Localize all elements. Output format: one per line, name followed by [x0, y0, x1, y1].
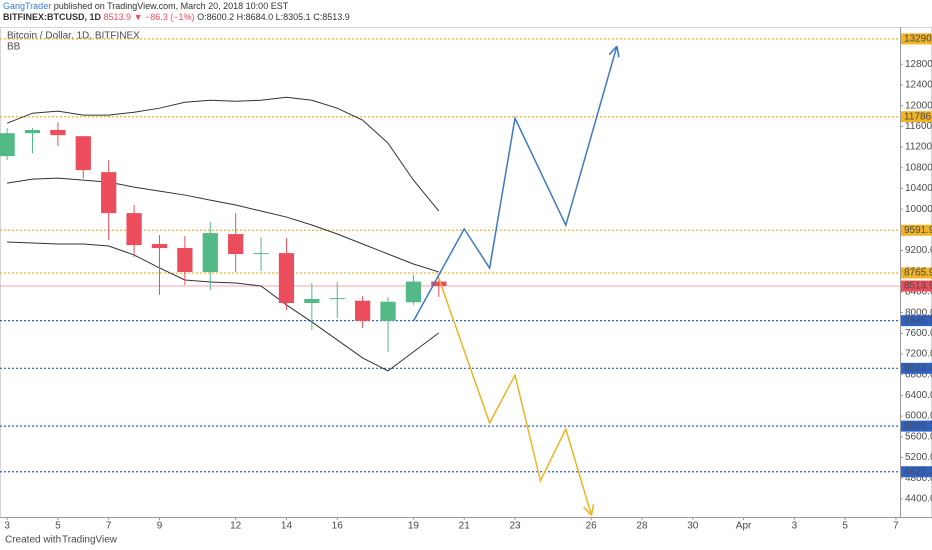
y-tick-label: 12800.0: [905, 59, 932, 70]
x-tick-label: 9: [157, 521, 163, 532]
candle-body: [329, 298, 345, 300]
level-tag: [901, 362, 932, 374]
y-tick-label: 6400.0: [905, 390, 932, 401]
y-tick-label: 12000.0: [905, 100, 932, 111]
candle-body: [50, 129, 66, 136]
x-tick-label: 12: [230, 521, 242, 532]
change: −86.3 (−1%): [145, 12, 195, 22]
level-label: 13290.2: [904, 34, 932, 45]
level-label: 11786.0: [904, 111, 932, 122]
y-tick-label: 4400.0: [905, 494, 932, 505]
candle-body: [278, 253, 295, 303]
candle-body: [151, 244, 168, 249]
x-tick-label: 14: [281, 521, 293, 532]
indicator-legend: BB: [7, 42, 21, 53]
x-tick-label: 28: [636, 521, 648, 532]
ohlc: L:8305.1: [276, 12, 311, 22]
y-tick-label: 6800.0: [905, 369, 932, 380]
candle-body: [202, 233, 218, 272]
candle-body: [101, 172, 117, 214]
candle-body: [355, 300, 371, 321]
y-tick-label: 7600.0: [905, 328, 932, 339]
x-tick-label: 30: [687, 521, 699, 532]
candle-body: [304, 298, 320, 303]
x-tick-label: 26: [586, 521, 598, 532]
y-tick-label: 8400.0: [905, 287, 932, 298]
level-label: 7845.1: [904, 315, 932, 326]
level-tag: [901, 420, 932, 432]
symbol: BITFINEX:BTCUSD, 1D: [3, 12, 102, 22]
ohlc: C:8513.9: [313, 12, 350, 22]
y-tick-label: 8000.0: [905, 307, 932, 318]
y-tick-label: 10800.0: [905, 162, 932, 173]
ohlc: H:8684.0: [237, 12, 274, 22]
x-tick-label: 3: [792, 521, 798, 532]
last: 8513.9: [104, 12, 132, 22]
x-tick-label: 7: [893, 521, 899, 532]
y-tick-label: 10000.0: [905, 204, 932, 215]
last-price-tag: [901, 280, 932, 292]
x-tick-label: 16: [332, 521, 344, 532]
x-tick-label: Apr: [736, 521, 752, 532]
level-tag: [901, 224, 932, 236]
header-line: GangTrader published on TradingView.com,…: [3, 1, 289, 11]
candle-body: [0, 133, 15, 157]
y-tick-label: 7200.0: [905, 349, 932, 360]
footer-created: Created with: [5, 535, 61, 546]
x-tick-label: 7: [106, 521, 112, 532]
footer-brand[interactable]: TradingView: [62, 535, 118, 546]
candle-body: [431, 281, 447, 287]
y-tick-label: 12400.0: [905, 80, 932, 91]
y-tick-label: 10400.0: [905, 183, 932, 194]
y-tick-label: 6000.0: [905, 411, 932, 422]
x-tick-label: 19: [408, 521, 420, 532]
candle-body: [177, 248, 193, 272]
x-tick-label: 5: [55, 521, 61, 532]
chart-title: Bitcoin / Dollar, 1D, BITFINEX: [7, 31, 140, 42]
bb-upper: [6, 96, 440, 212]
candle-body: [75, 136, 91, 171]
candle-body: [405, 281, 422, 303]
candle-body: [24, 129, 41, 134]
bb-basis: [7, 177, 439, 273]
projection-path: [412, 47, 616, 322]
author[interactable]: GangTrader: [3, 1, 51, 11]
symbol-line: BITFINEX:BTCUSD, 1D 8513.9 ▼ −86.3 (−1%)…: [3, 12, 350, 22]
y-tick-label: 5600.0: [905, 431, 932, 442]
arrow: ▼: [134, 12, 143, 22]
plot: [0, 38, 900, 515]
level-label: 8765.9: [904, 268, 932, 279]
y-tick-label: 4800.0: [905, 473, 932, 484]
candle-body: [228, 234, 244, 255]
level-label: 6923.4: [904, 363, 932, 374]
candle-body: [380, 301, 396, 321]
last-price-label: 8513.9: [904, 281, 932, 292]
candle-body: [253, 253, 269, 255]
level-tag: [901, 267, 932, 279]
y-tick-label: 9200.0: [905, 245, 932, 256]
x-tick-label: 21: [459, 521, 471, 532]
level-tag: [901, 111, 932, 123]
bb-lower: [7, 241, 440, 372]
projection-path: [438, 278, 591, 514]
published: published on TradingView.com, March 20, …: [54, 1, 289, 11]
x-tick-label: 3: [4, 521, 10, 532]
y-tick-label: 5200.0: [905, 452, 932, 463]
level-label: 9591.9: [904, 225, 932, 236]
candle-body: [126, 213, 142, 246]
y-tick-label: 11600.0: [905, 121, 932, 132]
x-tick-label: 5: [842, 521, 848, 532]
level-label: 5806.3: [904, 421, 932, 432]
ohlc: O:8600.2: [197, 12, 234, 22]
x-tick-label: 23: [509, 521, 521, 532]
level-tag: [901, 466, 932, 478]
level-tag: [901, 33, 932, 45]
axes: 4400.0 4800.0 5200.0 5600.0 6000.0 6400.0 6800…: [4, 33, 932, 532]
y-tick-label: 11200.0: [905, 142, 932, 153]
level-label: 4925.2: [904, 466, 932, 477]
level-tag: [901, 315, 932, 327]
